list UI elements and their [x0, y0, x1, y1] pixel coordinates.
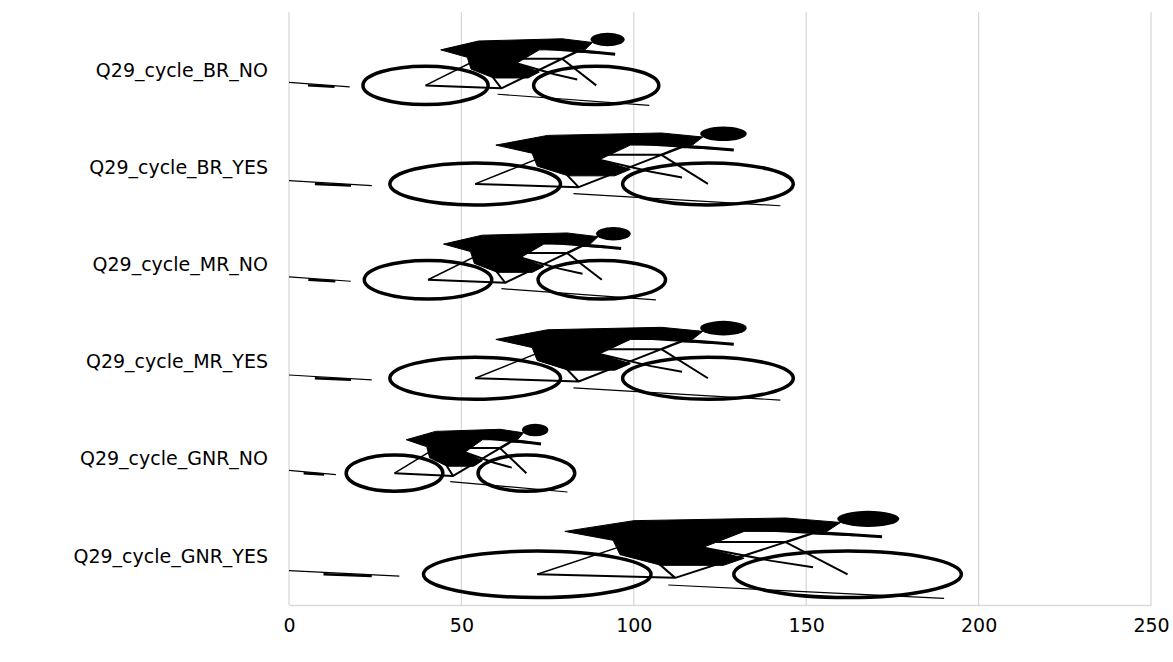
tick: Q29_cycle_MR_NO: [93, 253, 290, 276]
rider-head: [700, 321, 747, 336]
grid: [289, 12, 1151, 605]
bar: [289, 127, 793, 206]
category-label: Q29_cycle_MR_YES: [86, 350, 268, 373]
tick-label: 150: [789, 614, 825, 636]
x-axis: 0 50 100 150 200 250: [283, 605, 1169, 636]
grid-line: [288, 12, 289, 605]
rider: [441, 39, 593, 78]
speed-line: [289, 82, 350, 86]
speed-line: [304, 473, 325, 474]
speed-line: [308, 85, 335, 86]
y-axis: Q29_cycle_BR_NO Q29_cycle_BR_YES Q29_cycle…: [73, 59, 289, 568]
bar: [289, 511, 961, 599]
speed-line: [289, 375, 372, 380]
tick: 250: [1133, 605, 1169, 636]
bar: [289, 424, 575, 492]
speed-line: [289, 181, 372, 186]
category-label: Q29_cycle_GNR_NO: [80, 447, 268, 470]
rider: [565, 518, 841, 565]
rider-leg: [703, 547, 813, 567]
fork: [500, 448, 526, 473]
rider-arm: [547, 48, 615, 54]
rider-leg: [517, 63, 578, 79]
wheel: [363, 66, 488, 104]
fork: [661, 155, 708, 184]
rider: [496, 327, 703, 370]
category-label: Q29_cycle_GNR_YES: [73, 544, 268, 567]
speed-line: [323, 574, 371, 576]
rider-head: [700, 127, 747, 142]
rider-arm: [641, 338, 734, 344]
category-label: Q29_cycle_BR_YES: [89, 156, 268, 179]
category-label: Q29_cycle_MR_NO: [93, 253, 269, 276]
tick-label: 0: [283, 614, 295, 636]
wheel: [623, 357, 794, 399]
tick: Q29_cycle_BR_YES: [89, 156, 289, 179]
rider-arm: [488, 438, 541, 444]
tick: Q29_cycle_GNR_YES: [73, 544, 289, 567]
rider-leg: [599, 354, 682, 372]
speed-line: [315, 378, 351, 380]
bars: [289, 33, 961, 599]
rider-head: [596, 227, 631, 240]
rider-arm: [758, 530, 882, 537]
rider-head: [522, 424, 548, 437]
wheel: [734, 551, 962, 597]
fork: [786, 542, 848, 574]
rider-leg: [521, 257, 583, 273]
tick: 0: [283, 605, 295, 636]
rider: [406, 429, 523, 466]
grid-line: [1150, 12, 1151, 605]
chart: 050100150200250Q29_cycle_BR_NOQ29_cycle_…: [0, 0, 1173, 662]
grid-line: [978, 12, 979, 605]
speed-line: [308, 280, 335, 281]
tick-label: 100: [616, 614, 652, 636]
axis-line: [290, 605, 1152, 606]
bar: [289, 227, 666, 300]
rider: [496, 133, 703, 176]
fork: [562, 59, 596, 86]
rider-arm: [552, 243, 622, 249]
speed-line: [289, 470, 336, 474]
tick: Q29_cycle_GNR_NO: [80, 447, 289, 470]
bar: [289, 321, 793, 400]
rider-leg: [599, 160, 682, 178]
tick: 50: [450, 605, 474, 636]
tick-label: 250: [1133, 614, 1169, 636]
tick: Q29_cycle_MR_YES: [86, 350, 289, 373]
rider-head: [591, 33, 625, 46]
rider-head: [837, 511, 899, 527]
grid-line: [806, 12, 807, 605]
rider: [443, 233, 597, 272]
fork: [567, 253, 602, 280]
wheel: [346, 455, 443, 491]
speed-line: [315, 184, 351, 186]
tick-label: 200: [961, 614, 997, 636]
speed-line: [289, 571, 399, 576]
rider-arm: [641, 143, 734, 149]
category-label: Q29_cycle_BR_NO: [96, 59, 268, 82]
tick: Q29_cycle_BR_NO: [96, 59, 289, 82]
fork: [661, 349, 708, 378]
tick: 150: [789, 605, 825, 636]
speed-line: [289, 277, 351, 281]
bar: [289, 33, 659, 105]
rider-leg: [465, 452, 512, 467]
tick: 200: [961, 605, 997, 636]
tick: 100: [616, 605, 652, 636]
tick-label: 50: [450, 614, 474, 636]
